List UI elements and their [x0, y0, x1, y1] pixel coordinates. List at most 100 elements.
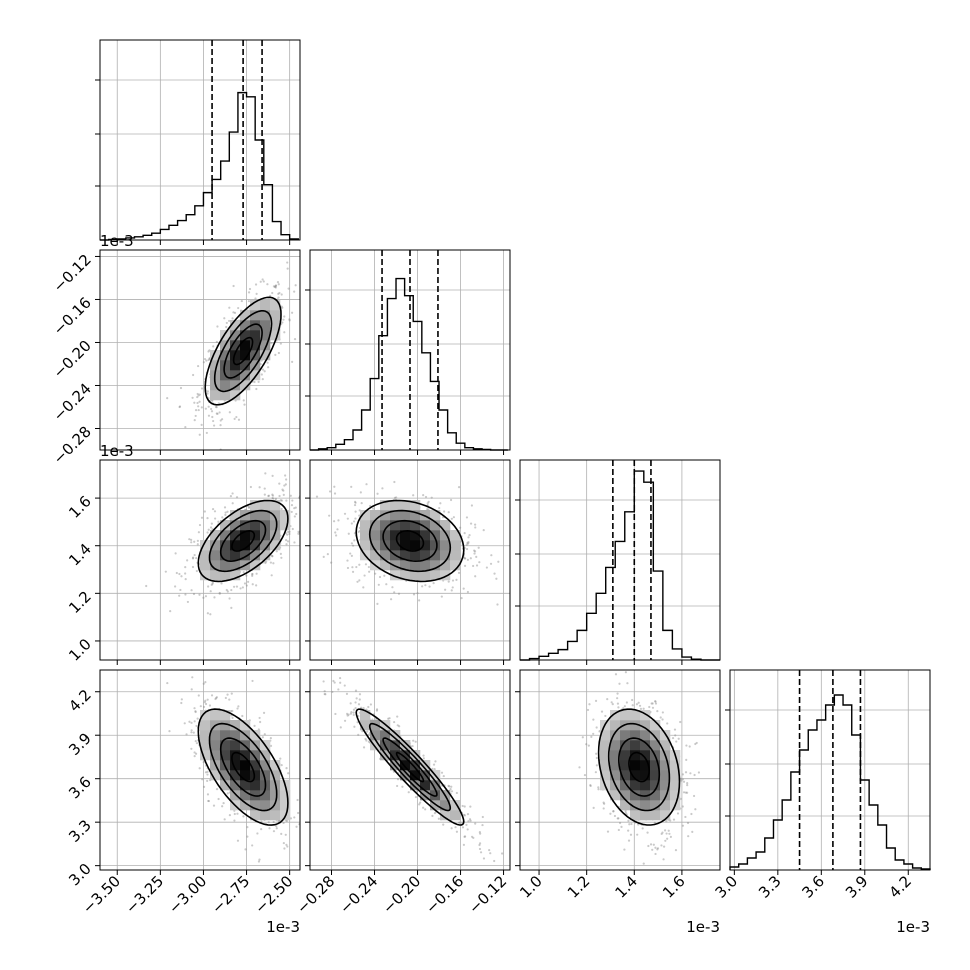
density-cell — [210, 360, 221, 371]
sample-point — [295, 512, 298, 516]
sample-point — [233, 311, 237, 315]
density-cell — [610, 760, 621, 771]
density-cell — [620, 780, 631, 791]
sample-point — [358, 514, 361, 517]
density-cell — [240, 550, 251, 561]
sample-point — [352, 520, 356, 523]
sample-point — [225, 321, 228, 325]
sample-point — [587, 744, 590, 747]
density-cell — [630, 800, 641, 811]
sample-point — [258, 486, 261, 489]
density-cell — [250, 340, 261, 351]
sample-point — [583, 773, 587, 777]
sample-point — [387, 717, 390, 720]
sample-point — [681, 778, 685, 781]
sample-point — [465, 547, 469, 551]
y-tick-label: −0.24 — [50, 380, 95, 425]
sample-point — [618, 821, 622, 825]
sample-point — [263, 493, 266, 496]
sample-point — [194, 710, 197, 714]
sample-point — [251, 573, 254, 576]
density-cell — [360, 510, 371, 521]
sample-point — [303, 502, 305, 504]
sample-point — [489, 852, 492, 855]
sample-point — [183, 722, 186, 725]
density-cell — [410, 500, 421, 511]
sample-point — [661, 718, 664, 721]
sample-point — [286, 845, 289, 848]
sample-point — [184, 426, 187, 429]
sample-point — [347, 532, 350, 535]
density-cell — [250, 530, 261, 541]
sample-point — [396, 784, 399, 788]
sample-point — [293, 290, 296, 293]
density-cell — [240, 720, 251, 731]
sample-point — [214, 517, 217, 520]
density-cell — [240, 800, 251, 811]
contour-line — [382, 737, 438, 797]
sample-point — [589, 784, 592, 788]
sample-point — [242, 570, 245, 574]
sample-point — [352, 713, 355, 717]
sample-point — [211, 415, 214, 419]
sample-point — [595, 756, 598, 760]
sample-point — [215, 412, 218, 415]
sample-point — [602, 807, 605, 810]
density-cell — [360, 530, 371, 541]
sample-point — [364, 737, 367, 741]
sample-point — [362, 586, 365, 589]
sample-point — [482, 857, 486, 860]
sample-point — [328, 490, 332, 493]
density-cell — [640, 750, 651, 761]
sample-point — [281, 488, 284, 491]
pair-panel-1-3: −0.28−0.24−0.20−0.16−0.12 — [293, 669, 511, 917]
sample-point — [431, 767, 434, 771]
sample-point — [440, 771, 444, 774]
density-cell — [260, 510, 271, 521]
x-tick-label: 1.4 — [612, 872, 642, 902]
density-cell — [420, 560, 431, 571]
sample-point — [442, 823, 445, 826]
sample-point — [197, 394, 200, 397]
sample-point — [347, 713, 350, 716]
sample-point — [204, 595, 208, 598]
sample-point — [459, 526, 462, 529]
density-cell — [450, 800, 461, 811]
sample-point — [270, 341, 273, 345]
sample-point — [248, 287, 252, 291]
sample-point — [261, 378, 264, 381]
sample-point — [209, 526, 213, 529]
density-cell — [390, 520, 401, 531]
sample-point — [200, 406, 203, 409]
sample-point — [289, 817, 293, 820]
sample-point — [437, 817, 440, 820]
sample-point — [288, 319, 291, 322]
sample-point — [422, 754, 425, 757]
sample-point — [303, 836, 305, 838]
sample-point — [190, 667, 192, 669]
sample-point — [422, 494, 425, 497]
density-cell — [610, 750, 621, 761]
density-cell — [410, 750, 421, 761]
x-tick-label: 1.0 — [516, 872, 546, 902]
density-cell — [390, 730, 401, 741]
histogram-panel-3: 3.0 3.3 3.6 3.9 4.2 — [712, 669, 931, 902]
sample-point — [424, 584, 427, 587]
contour-line — [223, 323, 263, 379]
sample-point — [448, 785, 451, 788]
sample-point — [485, 566, 488, 569]
sample-point — [304, 814, 306, 816]
sample-point — [274, 285, 277, 289]
sample-point — [473, 549, 476, 552]
sample-point — [376, 602, 379, 606]
density-cell — [230, 320, 241, 331]
sample-point — [174, 552, 177, 555]
sample-point — [210, 522, 213, 525]
sample-point — [231, 492, 234, 495]
sample-point — [393, 496, 397, 499]
density-cell — [260, 540, 271, 551]
density-cell — [250, 730, 261, 741]
sample-point — [293, 816, 296, 819]
sample-point — [443, 510, 446, 513]
sample-point — [335, 534, 338, 537]
